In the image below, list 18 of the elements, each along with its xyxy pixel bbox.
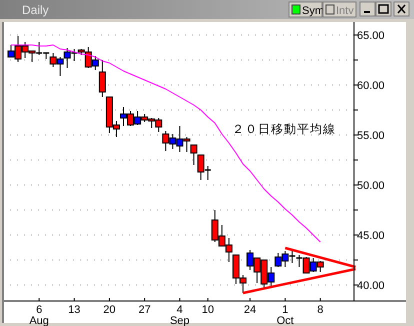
annotation: ２０日移動平均線 [232,122,336,136]
x-tick-label: 4 Sep [170,304,190,326]
x-tick-label: 13 [68,304,80,316]
x-tick-label: 10 [202,304,214,316]
chart-title: Daily [22,3,49,17]
y-tick-label: 45.00 [357,230,385,242]
x-tick-label: 1 Oct [276,304,294,326]
y-tick-label: 65.00 [357,30,385,42]
y-tick-label: 60.00 [357,80,385,92]
x-tick-label: 6 Aug [29,304,49,326]
x-tick-label: 27 [138,304,151,316]
y-tick-label: 40.00 [357,280,385,292]
y-tick-label: 50.00 [357,180,385,192]
x-tick-label: 20 [103,304,116,316]
text: Intv [336,5,354,17]
x-tick-label: 8 [317,304,324,316]
y-tick-label: 55.00 [357,130,385,142]
x-tick-label: 24 [244,304,256,316]
